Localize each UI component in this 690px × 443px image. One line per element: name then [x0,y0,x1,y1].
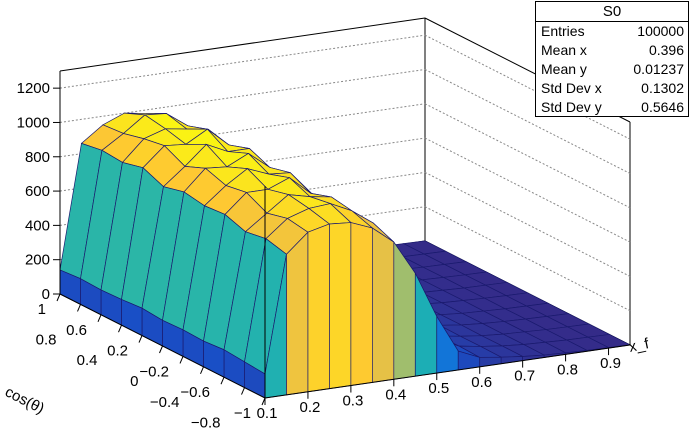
z-tick-label: 400 [25,217,50,234]
x-tick-label: 0.9 [600,355,621,372]
x-axis-title: x_f [627,335,651,356]
z-tick-label: 1000 [17,114,50,131]
stats-row-mean-y: Mean y 0.01237 [541,61,684,77]
stats-row-mean-x: Mean x 0.396 [541,42,684,58]
x-tick-label: 0.3 [342,393,363,410]
surface-side-cell [307,223,330,393]
y-tick [200,366,204,374]
y-tick-label: −0.4 [150,394,180,411]
surface-side-cell [372,227,395,383]
surface-side-cell [329,222,352,390]
z-tick-label: 1200 [17,80,50,97]
y-tick [159,345,163,354]
y-tick-label: 1 [38,301,46,318]
y-tick-label: 0.2 [107,343,128,360]
x-tick-label: 0.1 [257,405,278,422]
y-tick [77,304,81,312]
y-tick-label: 0.6 [66,322,87,339]
z-tick-label: 0 [42,286,50,303]
stats-row-entries: Entries 100000 [541,23,684,39]
y-tick [220,377,225,385]
y-tick [118,325,122,333]
x-tick-label: 0.2 [300,399,321,416]
surface-side-cell [350,222,373,386]
z-tick-label: 600 [25,183,50,200]
x-tick-label: 0.8 [557,361,578,378]
z-gridline [59,68,426,123]
y-axis-title: cos(θ) [2,383,47,417]
x-tick-label: 0.4 [385,386,406,403]
stats-title: S0 [536,2,688,22]
y-tick-label: −0.8 [191,415,221,432]
y-tick-label: 0.8 [36,331,57,348]
x-tick-label: 0.5 [428,380,449,397]
y-tick-label: −0.6 [180,384,210,401]
y-tick-label: 0 [130,373,138,390]
stats-box[interactable]: S0 Entries 100000 Mean x 0.396 Mean y 0.012… [535,1,689,117]
y-tick [56,293,61,302]
y-tick-label: −0.2 [139,363,169,380]
z-tick-label: 200 [25,252,50,269]
z-gridline [59,34,426,89]
x-tick-label: 0.6 [471,374,492,391]
y-tick [138,335,143,343]
x-axis [264,344,631,399]
y-tick-label: 0.4 [77,352,98,369]
top-back-edge [59,17,426,72]
y-tick [179,356,184,364]
y-tick [241,387,245,395]
z-gridline [424,103,631,209]
y-tick-label: −1 [234,405,251,422]
stats-row-stddev-x: Std Dev x 0.1302 [541,80,684,96]
x-tick-label: 0.7 [514,368,535,385]
surface-side-cell [286,231,309,396]
y-tick [97,314,102,322]
z-tick-label: 800 [25,149,50,166]
z-gridline [424,137,631,243]
stats-row-stddev-y: Std Dev y 0.5646 [541,99,684,115]
